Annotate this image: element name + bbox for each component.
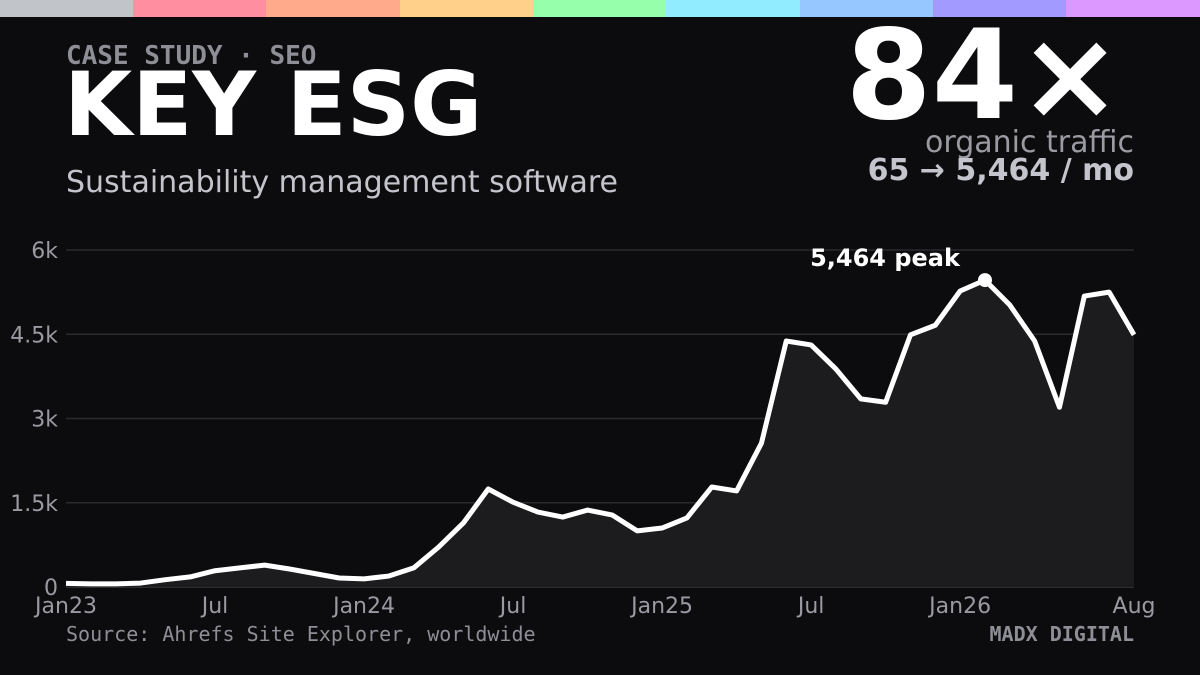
y-tick-label: 0 — [44, 576, 58, 601]
x-tick-label: Jan23 — [33, 594, 97, 619]
plot: 0 1.5k 3k 4.5k 6k Jan23 Jul Jan24 Jul Jan25 Jul Jan… — [10, 239, 1155, 619]
y-tick-label: 6k — [31, 239, 58, 264]
area — [66, 280, 1134, 587]
peak-marker — [977, 273, 992, 288]
headline: 84× — [846, 4, 1122, 148]
source: Source: Ahrefs Site Explorer, worldwide — [66, 622, 536, 646]
x-tick-label: Jul — [796, 594, 825, 619]
x-tick-label: Jul — [498, 594, 527, 619]
y-tick-label: 4.5k — [10, 323, 58, 348]
peak-annotation: 5,464 peak — [810, 244, 961, 272]
chart-title: KEY ESG — [64, 53, 482, 156]
line — [65, 277, 1137, 587]
x-tick-label: Jan24 — [331, 594, 395, 619]
headline-detail: 65 → 5,464 / mo — [868, 153, 1134, 188]
x-tick-label: Aug — [1113, 594, 1156, 619]
subtitle: Sustainability management software — [66, 165, 618, 200]
y-tick-label: 3k — [31, 408, 58, 433]
x-tick-label: Jan26 — [927, 594, 991, 619]
x-tick-label: Jan25 — [629, 594, 693, 619]
y-tick-label: 1.5k — [10, 492, 58, 517]
color-strip — [0, 0, 1200, 17]
eyebrow: CASE STUDY · SEO — [66, 41, 316, 71]
x-tick-label: Jul — [200, 594, 229, 619]
brand: MADX DIGITAL — [990, 622, 1135, 646]
headline-caption: organic traffic — [925, 125, 1134, 160]
